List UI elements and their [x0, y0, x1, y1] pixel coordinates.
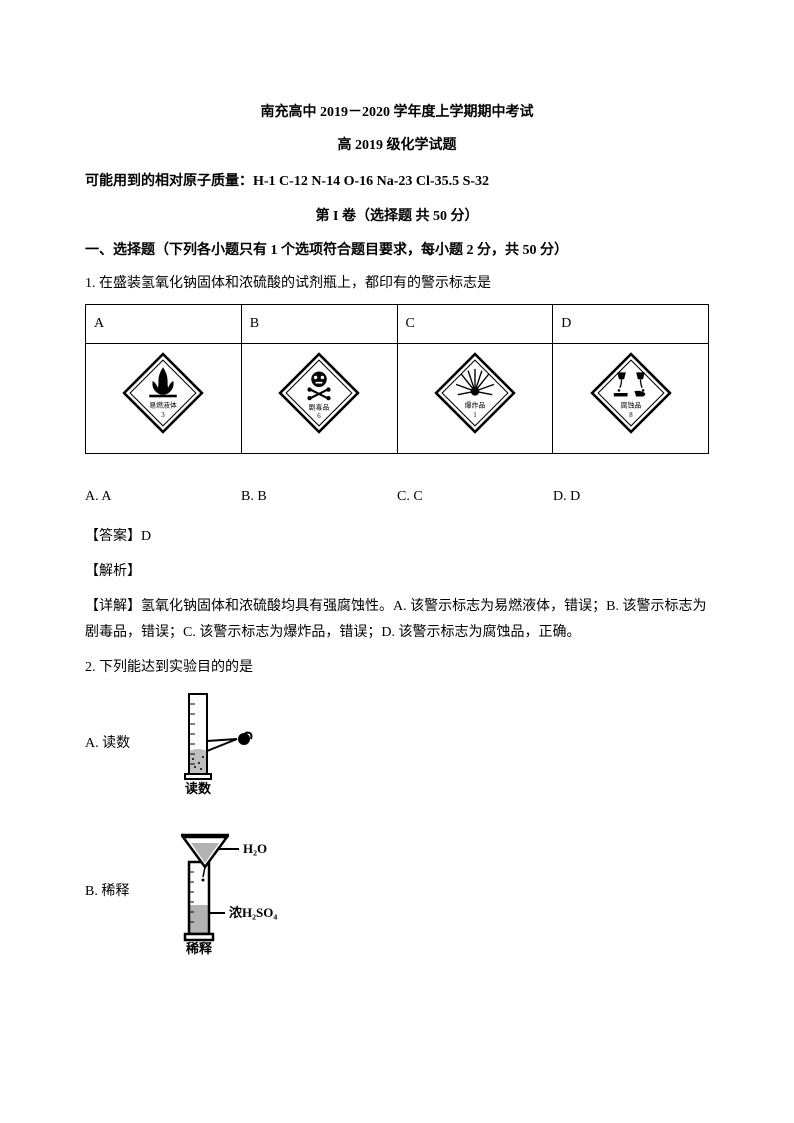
warning-sign-table: A B C D 易燃液体 3 [85, 304, 709, 454]
dilution-diagram: H₂O 浓H₂SO₄ 稀释 [159, 827, 319, 957]
q1-options: A. A B. B C. C D. D [85, 484, 709, 511]
exam-subtitle: 高 2019 级化学试题 [85, 133, 709, 160]
sign-D-label: 腐蚀品 [620, 401, 641, 410]
q1-answer: 【答案】D [85, 524, 709, 551]
cell-C-label: C [397, 304, 553, 344]
sign-A-label: 易燃液体 [150, 401, 178, 410]
q1-text: 1. 在盛装氢氧化钠固体和浓硫酸的试剂瓶上，都印有的警示标志是 [85, 271, 709, 298]
sign-B-num: 6 [317, 413, 321, 420]
sign-B-label: 剧毒品 [309, 402, 330, 411]
toxic-icon: 剧毒品 6 [276, 350, 362, 436]
explosive-icon: 爆炸品 1 [432, 350, 518, 436]
table-image-row: 易燃液体 3 [86, 344, 709, 454]
sign-toxic: 剧毒品 6 [241, 344, 397, 454]
sign-corrosive: 腐蚀品 8 [553, 344, 709, 454]
q1-opt-D: D. D [553, 484, 709, 511]
sign-C-num: 1 [473, 412, 477, 419]
q1-analysis-label: 【解析】 [85, 559, 709, 586]
q1-opt-A: A. A [85, 484, 241, 511]
section-header: 第 I 卷（选择题 共 50 分） [85, 204, 709, 231]
q2-h2o-label: H₂O [243, 841, 267, 856]
sign-flammable: 易燃液体 3 [86, 344, 242, 454]
q2-text: 2. 下列能达到实验目的的是 [85, 655, 709, 682]
corrosive-icon: 腐蚀品 8 [588, 350, 674, 436]
q2-optB: B. 稀释 H₂O 浓H₂SO₄ 稀释 [85, 827, 709, 957]
section1-heading: 一、选择题（下列各小题只有 1 个选项符合题目要求，每小题 2 分，共 50 分… [85, 238, 709, 265]
exam-title: 南充高中 2019－2020 学年度上学期期中考试 [85, 100, 709, 127]
q1-opt-C: C. C [397, 484, 553, 511]
q1-opt-B: B. B [241, 484, 397, 511]
q2-h2so4-label: 浓H₂SO₄ [229, 905, 277, 920]
q2-optB-label: B. 稀释 [85, 879, 155, 906]
cell-A-label: A [86, 304, 242, 344]
sign-D-num: 8 [629, 412, 633, 419]
reading-diagram: 读数 [159, 689, 269, 799]
sign-explosive: 爆炸品 1 [397, 344, 553, 454]
q1-detail: 【详解】氢氧化钠固体和浓硫酸均具有强腐蚀性。A. 该警示标志为易燃液体，错误；B… [85, 594, 709, 647]
flammable-icon: 易燃液体 3 [120, 350, 206, 436]
sign-A-num: 3 [162, 412, 166, 419]
atomic-mass-line: 可能用到的相对原子质量：H-1 C-12 N-14 O-16 Na-23 Cl-… [85, 169, 709, 196]
q2-optA-label: A. 读数 [85, 731, 155, 758]
q2-optB-caption: 稀释 [186, 941, 213, 956]
q2-optA: A. 读数 读数 [85, 689, 709, 799]
q2-optA-caption: 读数 [185, 781, 212, 796]
table-header-row: A B C D [86, 304, 709, 344]
sign-C-label: 爆炸品 [465, 401, 486, 410]
cell-B-label: B [241, 304, 397, 344]
cell-D-label: D [553, 304, 709, 344]
